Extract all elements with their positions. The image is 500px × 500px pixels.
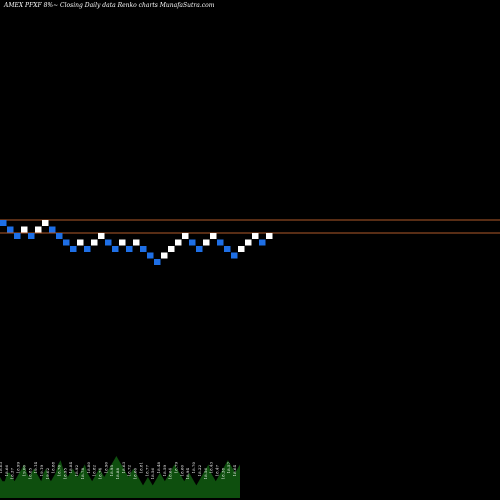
volume-price-label: 18.38 bbox=[220, 468, 225, 480]
renko-brick-down bbox=[259, 239, 266, 246]
renko-brick-up bbox=[21, 226, 28, 233]
volume-price-label: 18.60 bbox=[179, 465, 184, 477]
renko-brick-up bbox=[119, 239, 126, 246]
renko-brick-down bbox=[154, 259, 161, 265]
volume-panel bbox=[0, 456, 240, 498]
renko-brick-up bbox=[42, 220, 49, 226]
renko-brick-down bbox=[217, 239, 224, 246]
renko-brick-down bbox=[147, 252, 154, 259]
renko-brick-down bbox=[112, 246, 119, 252]
renko-brick-up bbox=[245, 239, 252, 246]
volume-price-label: 18.64 bbox=[232, 465, 237, 477]
volume-price-label: 18.48 bbox=[156, 462, 161, 474]
renko-brick-down bbox=[49, 226, 56, 233]
renko-brick-down bbox=[224, 246, 231, 252]
renko-brick-up bbox=[182, 233, 189, 239]
volume-price-label: 18.70 bbox=[191, 462, 196, 474]
volume-price-label: 18.63 bbox=[121, 462, 126, 474]
volume-price-label: 18.03 bbox=[0, 462, 3, 474]
renko-brick-up bbox=[266, 233, 273, 239]
renko-brick-down bbox=[189, 239, 196, 246]
volume-price-label: 18.94 bbox=[185, 468, 190, 480]
chart-title: AMEX PFXF 8%~ Closing Daily data Renko c… bbox=[4, 2, 215, 9]
renko-brick-up bbox=[77, 239, 84, 246]
volume-price-label: 19.14 bbox=[33, 462, 38, 474]
renko-brick-up bbox=[35, 226, 42, 233]
renko-brick-down bbox=[14, 233, 21, 239]
renko-brick-down bbox=[231, 252, 238, 259]
renko-brick-up bbox=[133, 239, 140, 246]
volume-price-label: 18.66 bbox=[133, 468, 138, 480]
volume-price-label: 18.88 bbox=[115, 468, 120, 480]
volume-price-label: 18.72 bbox=[127, 465, 132, 477]
renko-brick-down bbox=[7, 226, 14, 233]
volume-price-label: 18.47 bbox=[214, 465, 219, 477]
volume-price-label: 18.59 bbox=[162, 465, 167, 477]
volume-price-label: 18.85 bbox=[27, 468, 32, 480]
volume-price-label: 18.43 bbox=[209, 462, 214, 474]
renko-brick-down bbox=[28, 233, 35, 239]
volume-price-label: 18.64 bbox=[168, 468, 173, 480]
renko-brick-down bbox=[70, 246, 77, 252]
volume-price-label: 18.56 bbox=[203, 468, 208, 480]
volume-price-label: 18.84 bbox=[68, 462, 73, 474]
volume-price-label: 18.74 bbox=[97, 468, 102, 480]
volume-price-label: 18.81 bbox=[138, 462, 143, 473]
volume-price-label: 18.92 bbox=[74, 465, 79, 477]
renko-brick-up bbox=[168, 246, 175, 252]
volume-price-label: 18.37 bbox=[10, 468, 15, 480]
volume-price-label: 19.02 bbox=[45, 468, 50, 480]
renko-brick-up bbox=[175, 239, 182, 246]
volume-price-label: 18.57 bbox=[226, 462, 231, 474]
renko-brick-down bbox=[63, 239, 70, 246]
volume-price-label: 18.95 bbox=[109, 465, 114, 477]
renko-bricks bbox=[0, 220, 273, 265]
reference-levels bbox=[0, 219, 500, 234]
volume-price-label: 19.00 bbox=[21, 465, 26, 477]
renko-brick-up bbox=[252, 233, 259, 239]
renko-brick-down bbox=[105, 239, 112, 246]
renko-brick-down bbox=[196, 246, 203, 252]
volume-price-label: 19.19 bbox=[39, 465, 44, 477]
volume-price-label: 18.66 bbox=[4, 465, 9, 477]
volume-price-label: 18.80 bbox=[86, 462, 91, 474]
volume-price-label: 18.78 bbox=[80, 468, 85, 480]
renko-brick-down bbox=[140, 246, 147, 252]
renko-brick-up bbox=[210, 233, 217, 239]
volume-price-label: 18.95 bbox=[62, 468, 67, 480]
renko-brick-up bbox=[203, 239, 210, 246]
volume-price-label: 18.79 bbox=[174, 462, 179, 474]
volume-price-label: 18.76 bbox=[57, 465, 62, 477]
volume-price-label: 18.88 bbox=[51, 462, 56, 474]
renko-brick-up bbox=[91, 239, 98, 246]
renko-brick-up bbox=[98, 233, 105, 239]
renko-brick-down bbox=[0, 220, 7, 226]
renko-brick-down bbox=[84, 246, 91, 252]
volume-price-label: 18.77 bbox=[144, 465, 149, 477]
volume-price-label: 18.82 bbox=[92, 465, 97, 477]
volume-price-label: 18.99 bbox=[16, 462, 21, 474]
renko-brick-down bbox=[126, 246, 133, 252]
volume-price-label: 18.22 bbox=[197, 465, 202, 477]
volume-area bbox=[0, 456, 240, 498]
volume-price-label: 18.56 bbox=[150, 468, 155, 480]
volume-price-label: 18.90 bbox=[103, 462, 108, 474]
renko-brick-down bbox=[56, 233, 63, 239]
renko-brick-up bbox=[161, 252, 168, 259]
renko-brick-up bbox=[238, 246, 245, 252]
